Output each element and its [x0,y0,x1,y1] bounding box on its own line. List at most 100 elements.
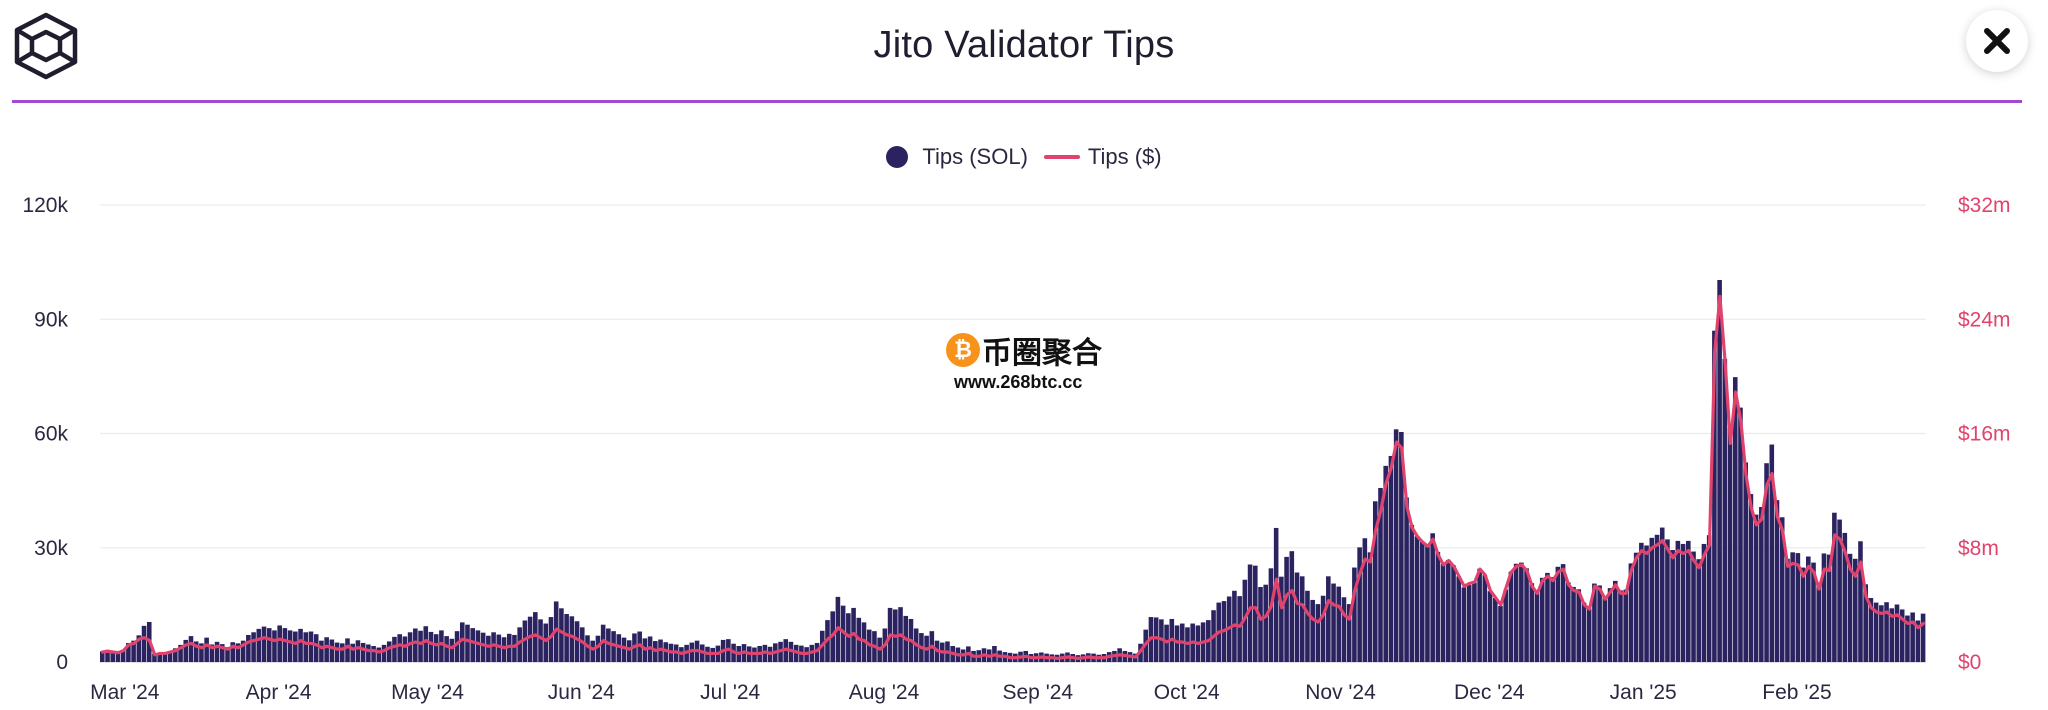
bar-sol [1524,568,1529,662]
bar-sol [595,635,601,662]
legend-item-usd[interactable]: Tips ($) [1043,144,1162,170]
bar-sol [366,644,371,662]
legend-swatch-sol [886,146,909,168]
bar-sol [1279,576,1284,662]
bar-sol [1659,527,1665,662]
bar-sol [1633,552,1639,662]
bar-sol [449,638,455,662]
x-tick-label: Apr '24 [246,681,312,704]
bar-sol [1712,330,1717,662]
bar-sol [261,626,267,662]
y-right-tick-label: $32m [1958,194,2011,217]
bar-sol [266,628,272,662]
watermark-text: 币圈聚合 [982,336,1102,371]
bar-sol [1362,538,1368,662]
bar-sol [626,640,632,662]
bar-sol [1456,576,1462,662]
bar-sol [1764,463,1769,662]
bar-sol [1686,540,1691,662]
bar-sol [1310,599,1315,662]
x-tick-label: Dec '24 [1454,681,1525,704]
bar-sol [621,637,627,662]
bar-sol [141,625,147,662]
bar-sol [1842,532,1848,662]
bar-sol [1336,586,1342,662]
bar-sol [313,634,319,662]
bar-sol [1816,582,1822,662]
bar-sol [157,652,162,662]
bar-sol [1670,550,1675,662]
bar-sol [225,647,230,662]
bar-sol [1482,575,1488,662]
bar-sol [1665,539,1670,662]
bar-sol [1388,455,1394,662]
bar-sol [162,652,168,662]
bar-sol [209,644,215,662]
bar-sol [1492,598,1498,662]
y-left-tick-label: 120k [22,194,68,217]
bar-sol [1503,589,1508,662]
bar-sol [1451,565,1456,662]
bar-sol [1320,595,1326,662]
y-right-tick-label: $24m [1958,308,2011,331]
close-button[interactable] [1966,10,2028,72]
cube-logo-icon [14,12,78,80]
legend-item-sol[interactable]: Tips (SOL) [886,144,1028,170]
bar-sol [120,650,126,662]
y-right-tick-label: $0 [1958,651,1981,674]
bar-sol [548,617,554,662]
bar-sol [1529,583,1535,662]
page-title: Jito Validator Tips [873,24,1175,66]
bar-sol [235,643,241,662]
bar-sol [272,630,277,662]
bar-sol [100,651,105,662]
bar-sol [1419,542,1425,662]
bar-sol [152,653,157,662]
bar-sol [1837,519,1842,662]
bar-sol [1414,536,1420,662]
bar-sol [600,624,606,662]
header-divider [12,100,2022,103]
bar-sol [1446,559,1451,662]
bar-sol [110,650,116,662]
bar-sol [1873,602,1879,662]
bar-sol [339,643,345,662]
bar-sol [444,636,449,662]
bar-sol [199,643,204,662]
bar-sol [1284,556,1289,662]
bar-sol [1586,608,1592,662]
bar-sol [1806,556,1811,662]
bar-sol [564,614,569,662]
legend-label-usd: Tips ($) [1087,144,1162,169]
bar-sol [585,635,590,662]
bar-sol [1273,527,1279,662]
bar-sol [1315,604,1321,662]
bar-sol [1894,604,1900,662]
y-axis-left: 0 30k 60k 90k 120k [22,194,68,674]
bar-sol [423,626,429,662]
bar-sol [287,630,293,662]
x-tick-label: Jan '25 [1610,681,1677,704]
bar-sol [1487,591,1493,662]
bar-sol [1779,517,1785,662]
bar-sol [230,642,236,662]
bar-sol [1607,588,1613,662]
bar-sol [1252,565,1258,662]
bar-sol [1466,585,1472,662]
bar-sol [1618,590,1623,662]
bar-sol [1539,577,1545,662]
bar-sol [1346,604,1352,662]
bar-sol [1748,494,1754,662]
bar-sol [1691,551,1696,662]
bar-sol [219,644,225,662]
bar-sol [1800,567,1806,662]
bar-sol [1717,280,1722,662]
bar-sol [355,640,361,662]
bar-sol [1299,576,1305,662]
bar-sol [345,638,350,662]
bar-sol [319,640,324,662]
bar-sol [1795,553,1801,662]
bar-sol [465,624,470,662]
bar-sol [1592,583,1597,662]
